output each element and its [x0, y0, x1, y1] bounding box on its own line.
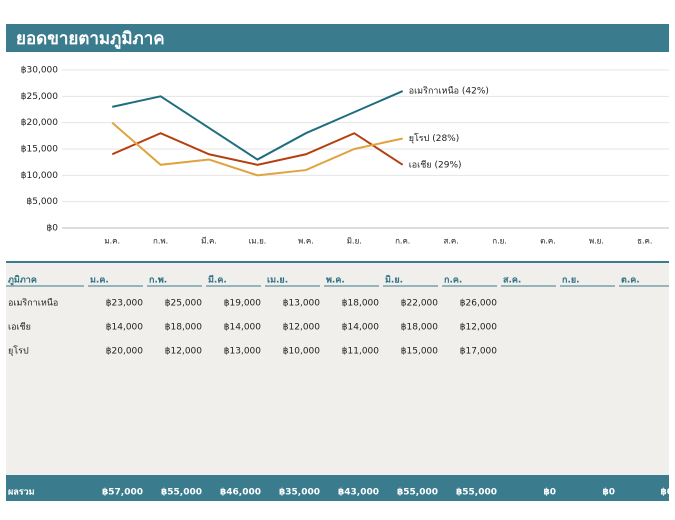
y-tick-label: ฿15,000 [21, 145, 58, 155]
x-tick-label: ก.ค. [395, 237, 410, 246]
title-bar [6, 24, 669, 52]
x-tick-label: ก.ย. [492, 237, 507, 246]
x-tick-label: ธ.ค. [637, 237, 652, 246]
x-tick-label: ส.ค. [443, 237, 458, 246]
cell: ฿11,000 [342, 347, 379, 357]
cell: ฿14,000 [224, 323, 261, 333]
cell: ฿12,000 [283, 323, 320, 333]
cell: ฿12,000 [165, 347, 202, 357]
series-label: ยุโรป (28%) [409, 133, 460, 144]
header-cell: ก.พ. [149, 276, 167, 286]
row-label: ยุโรป [8, 346, 29, 357]
row-label: เอเชีย [8, 322, 31, 333]
total-label: ผลรวม [8, 488, 35, 498]
y-tick-label: ฿25,000 [21, 92, 58, 102]
header-cell: พ.ค. [326, 276, 345, 286]
cell: ฿14,000 [342, 323, 379, 333]
x-tick-label: พ.ค. [298, 237, 314, 246]
x-tick-label: ม.ค. [104, 237, 120, 246]
header-cell: ส.ค. [503, 276, 521, 286]
header-cell: มิ.ย. [385, 275, 403, 286]
cell: ฿25,000 [165, 299, 202, 309]
cell: ฿26,000 [460, 299, 497, 309]
series-line [111, 121, 403, 177]
y-tick-label: ฿20,000 [21, 118, 58, 128]
row-label: อเมริกาเหนือ [8, 298, 58, 309]
x-tick-label: มิ.ย. [347, 237, 362, 246]
series-line [111, 132, 404, 166]
y-tick-label: ฿5,000 [27, 197, 59, 207]
header-cell: ต.ค. [621, 276, 640, 286]
cell: ฿20,000 [106, 347, 143, 357]
cell: ฿10,000 [283, 347, 320, 357]
total-cell: ฿35,000 [279, 488, 320, 498]
cell: ฿18,000 [165, 323, 202, 333]
y-tick-label: ฿0 [47, 224, 59, 234]
total-cell: ฿57,000 [102, 488, 143, 498]
cell: ฿15,000 [401, 347, 438, 357]
total-bar [6, 475, 669, 501]
total-cell: ฿55,000 [161, 488, 202, 498]
x-tick-label: มี.ค. [201, 237, 217, 246]
title: ยอดขายตามภูมิภาค [16, 29, 165, 50]
table-bg [6, 262, 669, 475]
total-cell: ฿0 [660, 488, 673, 498]
y-tick-label: ฿10,000 [21, 171, 58, 181]
x-tick-label: ก.พ. [153, 237, 168, 246]
cell: ฿13,000 [224, 347, 261, 357]
header-cell: ภูมิภาค [8, 275, 37, 286]
series-line [111, 90, 404, 161]
series-label: เอเชีย (29%) [409, 159, 462, 170]
total-cell: ฿0 [602, 488, 615, 498]
cell: ฿18,000 [342, 299, 379, 309]
total-cell: ฿55,000 [456, 488, 497, 498]
header-cell: ก.ย. [562, 276, 580, 286]
total-cell: ฿55,000 [397, 488, 438, 498]
total-cell: ฿43,000 [338, 488, 379, 498]
header-cell: มี.ค. [208, 275, 227, 286]
x-tick-label: ต.ค. [540, 237, 556, 246]
cell: ฿22,000 [401, 299, 438, 309]
cell: ฿23,000 [106, 299, 143, 309]
series-label: อเมริกาเหนือ (42%) [409, 86, 489, 97]
cell: ฿19,000 [224, 299, 261, 309]
y-tick-label: ฿30,000 [21, 66, 58, 76]
cell: ฿12,000 [460, 323, 497, 333]
total-cell: ฿0 [543, 488, 556, 498]
header-cell: ก.ค. [444, 276, 462, 286]
x-tick-label: พ.ย. [589, 237, 604, 246]
cell: ฿18,000 [401, 323, 438, 333]
cell: ฿14,000 [106, 323, 143, 333]
header-cell: ม.ค. [90, 276, 109, 286]
x-tick-label: เม.ย. [249, 237, 267, 246]
cell: ฿13,000 [283, 299, 320, 309]
cell: ฿17,000 [460, 347, 497, 357]
header-cell: เม.ย. [267, 276, 288, 286]
total-cell: ฿46,000 [220, 488, 261, 498]
